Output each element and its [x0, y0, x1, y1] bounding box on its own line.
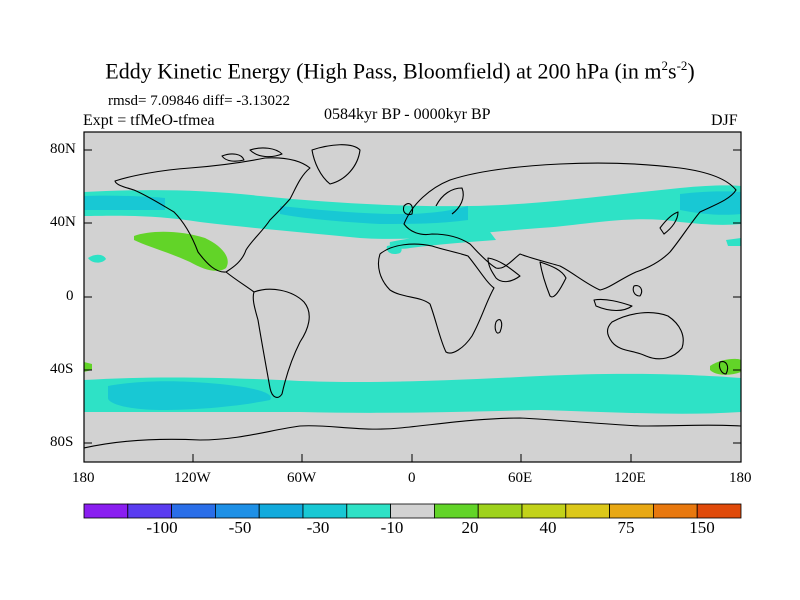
southern-band — [84, 373, 741, 414]
period-label: 0584kyr BP - 0000kyr BP — [324, 106, 491, 123]
colorbar-swatch — [127, 503, 173, 519]
lat-ticks — [84, 149, 741, 444]
colorbar-swatch — [653, 503, 698, 519]
plot-title: Eddy Kinetic Energy (High Pass, Bloomfie… — [105, 58, 695, 84]
colorbar-swatch — [214, 503, 260, 519]
lon-label-0: 0 — [408, 470, 416, 486]
band-east-edge — [726, 238, 741, 246]
colorbar-swatch — [302, 503, 348, 519]
band-nw-africa — [386, 245, 402, 255]
lon-label-60w: 60W — [287, 470, 317, 486]
colorbar-label: 75 — [617, 518, 635, 537]
colorbar-swatch — [83, 503, 129, 519]
colorbar-label: -50 — [228, 518, 252, 537]
colorbar-swatch — [390, 503, 435, 519]
lat-label-0: 0 — [66, 288, 74, 304]
colorbar-swatch — [609, 503, 654, 519]
lon-label-180e: 180 — [729, 470, 752, 486]
colorbar-swatch — [433, 503, 479, 519]
colorbar-label: -10 — [380, 518, 404, 537]
northern-band-core-west — [84, 195, 165, 210]
colorbar-swatch — [171, 503, 216, 519]
season-label: DJF — [711, 112, 738, 129]
map-panel — [84, 132, 741, 462]
northern-band-core-atlantic — [280, 206, 468, 224]
colorbar — [83, 503, 742, 519]
colorbar-label: 20 — [461, 518, 479, 537]
positive-anomaly-sw-pacific — [710, 358, 741, 375]
lon-label-120w: 120W — [174, 470, 211, 486]
colorbar-swatch — [696, 503, 742, 519]
lat-label-40s: 40S — [50, 361, 74, 377]
lon-ticks — [192, 454, 632, 462]
colorbar-label: -100 — [146, 518, 178, 537]
positive-anomaly-pacific — [134, 231, 228, 271]
colorbar-swatch — [477, 503, 523, 519]
lat-label-40n: 40N — [50, 214, 76, 230]
lon-label-120e: 120E — [614, 470, 646, 486]
colorbar-swatch — [346, 503, 391, 519]
colorbar-swatch — [521, 503, 567, 519]
band-pacific-patch — [88, 254, 106, 263]
experiment-label: Expt = tfMeO-tfmea — [83, 112, 215, 129]
northern-band-core-pacific — [680, 191, 741, 215]
colorbar-swatch — [565, 503, 610, 519]
coastlines — [84, 144, 741, 449]
lat-label-80n: 80N — [50, 141, 76, 157]
southern-band-core — [108, 381, 271, 410]
colorbar-label: 40 — [539, 518, 557, 537]
colorbar-label: -30 — [306, 518, 330, 537]
colorbar-swatch — [258, 503, 304, 519]
stats-text: rmsd= 7.09846 diff= -3.13022 — [108, 93, 291, 109]
lat-label-80s: 80S — [50, 434, 74, 450]
lon-label-60e: 60E — [508, 470, 533, 486]
colorbar-label: 150 — [689, 518, 715, 537]
lon-label-180w: 180 — [72, 470, 95, 486]
